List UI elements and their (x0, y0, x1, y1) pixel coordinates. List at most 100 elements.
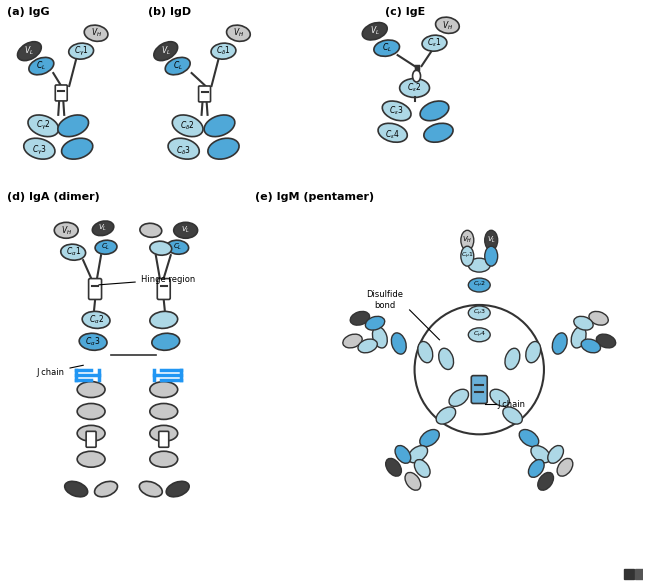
Ellipse shape (424, 123, 453, 142)
Ellipse shape (505, 348, 520, 369)
Ellipse shape (439, 348, 453, 369)
Ellipse shape (64, 481, 88, 497)
Text: $V_H$: $V_H$ (90, 27, 102, 39)
Ellipse shape (449, 389, 468, 406)
Ellipse shape (485, 246, 498, 266)
Ellipse shape (165, 58, 190, 75)
Ellipse shape (79, 333, 107, 350)
Ellipse shape (382, 101, 411, 121)
Ellipse shape (29, 58, 54, 75)
Text: $C_α2$: $C_α2$ (88, 313, 104, 326)
Text: $C_α1$: $C_α1$ (66, 246, 81, 258)
Ellipse shape (95, 240, 117, 254)
Text: $V_H$: $V_H$ (61, 224, 72, 237)
Ellipse shape (485, 230, 498, 250)
Ellipse shape (77, 403, 105, 419)
Text: $V_L$: $V_L$ (99, 223, 108, 234)
Ellipse shape (208, 138, 239, 159)
Ellipse shape (150, 451, 177, 467)
Ellipse shape (152, 333, 180, 350)
Ellipse shape (358, 339, 377, 353)
Ellipse shape (82, 311, 110, 328)
Ellipse shape (211, 43, 236, 59)
Ellipse shape (139, 481, 163, 497)
Ellipse shape (418, 342, 433, 363)
Text: $C_ε2$: $C_ε2$ (408, 82, 422, 95)
Text: $C_L$: $C_L$ (173, 60, 183, 72)
Ellipse shape (77, 426, 105, 441)
Text: $C_L$: $C_L$ (101, 242, 111, 252)
Ellipse shape (503, 407, 522, 424)
Ellipse shape (420, 430, 439, 447)
Ellipse shape (58, 115, 88, 137)
Text: $C_μ3$: $C_μ3$ (473, 308, 486, 318)
FancyBboxPatch shape (86, 431, 96, 447)
Ellipse shape (372, 327, 387, 348)
Ellipse shape (519, 430, 539, 447)
Polygon shape (635, 569, 644, 579)
Ellipse shape (167, 240, 188, 254)
Ellipse shape (548, 446, 564, 463)
Text: $C_ε1$: $C_ε1$ (427, 37, 442, 49)
Text: $C_ε4$: $C_ε4$ (385, 129, 400, 141)
Ellipse shape (365, 316, 384, 330)
Ellipse shape (77, 451, 105, 467)
Text: (b) IgD: (b) IgD (148, 7, 191, 18)
Ellipse shape (17, 42, 41, 60)
Text: $C_α3$: $C_α3$ (85, 336, 101, 348)
Ellipse shape (54, 222, 78, 238)
Ellipse shape (574, 316, 593, 330)
Text: (a) IgG: (a) IgG (6, 7, 49, 18)
Polygon shape (624, 569, 633, 579)
Ellipse shape (528, 460, 544, 477)
Ellipse shape (408, 446, 428, 463)
Ellipse shape (150, 403, 177, 419)
Text: $V_L$: $V_L$ (486, 235, 496, 245)
Text: $C_L$: $C_L$ (173, 242, 183, 252)
Text: $C_δ1$: $C_δ1$ (216, 45, 231, 58)
FancyBboxPatch shape (471, 376, 487, 403)
Ellipse shape (150, 382, 177, 397)
Text: $V_L$: $V_L$ (181, 225, 190, 235)
Ellipse shape (386, 458, 401, 476)
Ellipse shape (61, 138, 93, 159)
Text: $C_δ2$: $C_δ2$ (180, 120, 195, 132)
Ellipse shape (413, 70, 421, 82)
Ellipse shape (204, 115, 235, 137)
Ellipse shape (490, 389, 510, 406)
Ellipse shape (174, 222, 197, 238)
Ellipse shape (350, 312, 370, 325)
Ellipse shape (557, 458, 573, 476)
Text: Hinge region: Hinge region (99, 275, 195, 285)
Ellipse shape (526, 342, 541, 363)
Text: $C_γ3$: $C_γ3$ (32, 144, 47, 157)
Ellipse shape (414, 460, 430, 477)
Ellipse shape (392, 333, 406, 354)
Ellipse shape (468, 328, 490, 342)
Ellipse shape (461, 230, 474, 250)
Text: $V_H$: $V_H$ (442, 19, 453, 32)
Ellipse shape (405, 473, 421, 490)
Text: $C_L$: $C_L$ (382, 42, 392, 55)
Ellipse shape (581, 339, 600, 353)
Ellipse shape (468, 258, 490, 272)
Ellipse shape (589, 312, 608, 325)
Text: J chain: J chain (36, 365, 83, 377)
Ellipse shape (597, 334, 616, 348)
Ellipse shape (77, 382, 105, 397)
Ellipse shape (168, 138, 199, 159)
Text: J chain: J chain (497, 400, 525, 409)
Text: $V_H$: $V_H$ (462, 235, 473, 245)
Ellipse shape (362, 22, 387, 40)
Ellipse shape (150, 241, 172, 255)
Text: $C_μ1$: $C_μ1$ (461, 251, 473, 261)
FancyBboxPatch shape (159, 431, 169, 447)
Text: $V_L$: $V_L$ (25, 45, 34, 58)
FancyBboxPatch shape (199, 86, 210, 102)
Ellipse shape (95, 481, 117, 497)
Ellipse shape (166, 481, 189, 497)
Ellipse shape (69, 43, 94, 59)
Ellipse shape (92, 221, 114, 235)
FancyBboxPatch shape (55, 85, 67, 101)
Ellipse shape (468, 278, 490, 292)
